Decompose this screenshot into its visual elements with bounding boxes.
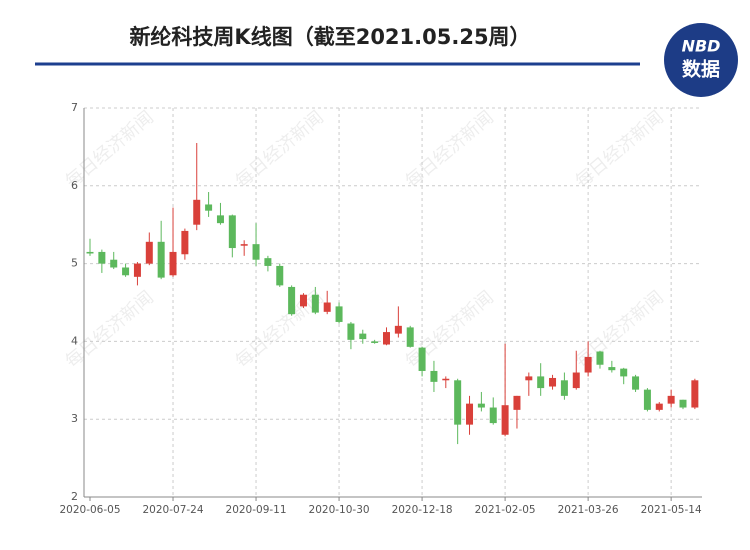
candle-body [240, 244, 248, 246]
chart-title: 新纶科技周K线图（截至2021.05.25周） [129, 25, 530, 49]
candle-body [537, 376, 545, 389]
candle-body [228, 215, 236, 249]
candle-body [98, 251, 106, 264]
candle-body [335, 306, 343, 322]
candle-body [205, 204, 213, 211]
watermark: 每日经济新闻 [232, 107, 328, 193]
candle-body [299, 294, 307, 307]
candle-body [193, 199, 201, 225]
candle-body [525, 376, 533, 381]
candle-body [430, 370, 438, 382]
watermark: 每日经济新闻 [402, 287, 498, 373]
x-tick-label: 2021-05-14 [641, 504, 702, 516]
candle-body [501, 405, 509, 435]
y-tick-label: 2 [71, 490, 78, 503]
candle-body [679, 399, 687, 408]
candle-body [418, 347, 426, 371]
watermark: 每日经济新闻 [402, 107, 498, 193]
logo-top: NBD [682, 37, 721, 56]
candle-body [216, 215, 224, 224]
candle-body [145, 241, 153, 264]
candle-body [513, 395, 521, 410]
candle-body [394, 325, 402, 334]
candle-body [252, 244, 260, 260]
candle-body [560, 380, 568, 396]
candle-body [347, 323, 355, 340]
candle-body [169, 251, 177, 276]
candle-body [133, 263, 141, 277]
candle-body [181, 230, 189, 255]
watermark: 每日经济新闻 [62, 287, 158, 373]
x-tick-label: 2021-02-05 [475, 504, 536, 516]
candle-body [157, 241, 165, 278]
watermark: 每日经济新闻 [572, 107, 668, 193]
x-tick-label: 2020-06-05 [59, 504, 120, 516]
x-tick-label: 2021-03-26 [558, 504, 619, 516]
x-tick-label: 2020-09-11 [226, 504, 287, 516]
candle-body [288, 286, 296, 315]
candle-body [442, 378, 450, 381]
candle-body [549, 377, 557, 387]
candle-body [371, 341, 379, 343]
y-tick-label: 3 [71, 412, 78, 425]
candle-body [596, 351, 604, 365]
y-tick-label: 7 [71, 101, 78, 114]
candle-body [608, 367, 616, 371]
candle-body [489, 407, 497, 424]
candle-body [276, 265, 284, 286]
y-tick-label: 6 [71, 179, 78, 192]
logo-bottom: 数据 [682, 58, 720, 81]
candle-body [110, 259, 118, 268]
candle-body [584, 356, 592, 373]
candle-body [311, 294, 319, 313]
candle-body [655, 403, 663, 410]
logo-circle [664, 23, 738, 97]
candle-body [667, 395, 675, 404]
candle-body [86, 251, 94, 254]
x-tick-label: 2020-12-18 [392, 504, 453, 516]
y-tick-label: 5 [71, 257, 78, 270]
candle-body [572, 372, 580, 389]
candle-body [477, 403, 485, 408]
candle-body [323, 302, 331, 312]
plot: 2 3 4 5 6 7 2020-06-05 2020-07-24 2020-09-11 2020… [59, 101, 702, 516]
x-tick-label: 2020-10-30 [309, 504, 370, 516]
candle-body [632, 376, 640, 390]
candle-body [406, 327, 414, 347]
candle-body [454, 380, 462, 425]
y-tick-label: 4 [71, 334, 78, 347]
candle-body [620, 368, 628, 377]
candle-body [466, 403, 474, 425]
candle-body [383, 332, 390, 345]
candle-body [264, 258, 272, 266]
candle-body [359, 333, 367, 340]
candle-body [691, 380, 699, 408]
x-tick-label: 2020-07-24 [143, 504, 204, 516]
candle-body [643, 389, 651, 410]
candle-body [122, 267, 130, 276]
